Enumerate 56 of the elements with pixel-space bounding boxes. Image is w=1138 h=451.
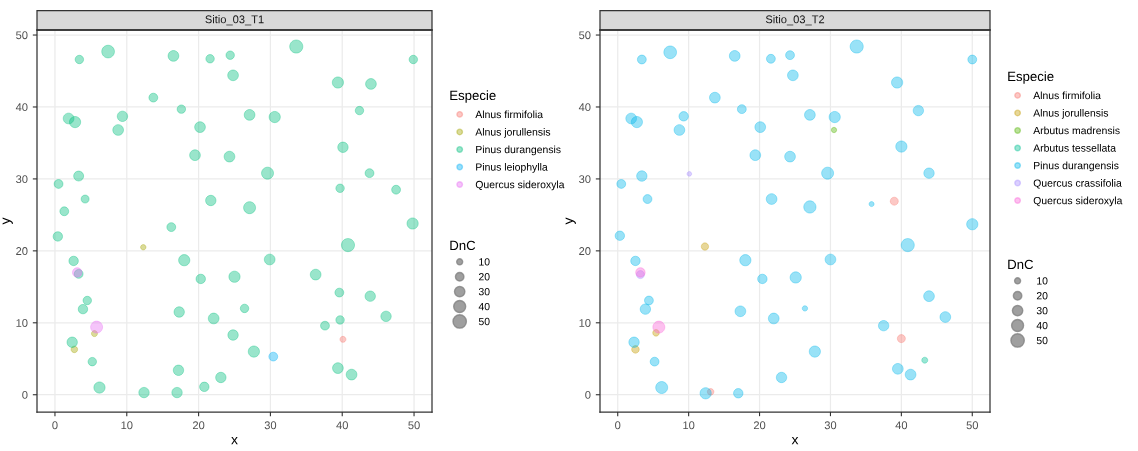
x-tick-label: 50 <box>966 421 979 430</box>
legend-title: Especie <box>450 90 496 103</box>
legend-label: 40 <box>478 302 490 311</box>
legend-label: 30 <box>478 288 490 296</box>
legend-label: Alnus firmifolia <box>475 110 544 119</box>
y-axis-title: y <box>565 217 576 225</box>
legend-label: Pinus durangensis <box>476 145 561 156</box>
y-axis-title: y <box>2 217 13 225</box>
x-axis-title: x <box>791 436 799 445</box>
x-tick-label: 40 <box>336 421 348 430</box>
legend-label: 10 <box>479 258 490 266</box>
x-tick-label: 10 <box>121 421 133 430</box>
x-tick-label: 0 <box>615 421 621 430</box>
y-tick-label: 50 <box>579 31 591 40</box>
legend-label: 10 <box>1037 277 1048 285</box>
x-tick-label: 50 <box>408 421 420 430</box>
legend-label: Alnus jorullensis <box>1033 109 1109 119</box>
x-tick-label: 30 <box>264 421 277 430</box>
legend-label: 50 <box>478 317 490 326</box>
y-tick-label: 50 <box>16 31 28 40</box>
y-tick-label: 0 <box>22 391 28 399</box>
x-axis-title: x <box>231 436 238 445</box>
x-tick-label: 20 <box>192 421 205 430</box>
y-tick-label: 20 <box>579 247 591 255</box>
x-tick-label: 30 <box>824 421 837 430</box>
x-tick-label: 10 <box>683 421 695 430</box>
text: DnC <box>450 240 476 251</box>
legend-label: Arbutus tessellata <box>1033 144 1117 152</box>
legend-label: 20 <box>478 273 490 281</box>
y-tick-label: 40 <box>15 103 28 112</box>
y-tick-label: 20 <box>16 247 28 255</box>
legend-title: Especie <box>1008 71 1054 84</box>
y-tick-label: 10 <box>579 319 591 327</box>
legend-label: Pinus durangensis <box>1034 161 1119 172</box>
legend-label: Arbutus madrensis <box>1033 126 1120 135</box>
legend-label: 50 <box>1036 336 1048 345</box>
legend-label: 20 <box>1036 292 1048 300</box>
legend-label: Quercus sideroxyla <box>1033 196 1123 207</box>
y-tick-label: 30 <box>16 175 28 184</box>
legend-label: Quercus crassifolia <box>1033 179 1122 189</box>
x-tick-label: 40 <box>895 421 908 430</box>
text: DnC <box>1008 259 1034 270</box>
legend-label: Pinus leiophylla <box>476 163 548 173</box>
y-tick-label: 10 <box>16 319 28 327</box>
y-tick-label: 40 <box>578 103 591 112</box>
legend-label: Quercus sideroxyla <box>475 180 565 191</box>
x-tick-label: 0 <box>52 421 58 430</box>
legend-label: 40 <box>1036 321 1048 330</box>
legend-label: Alnus firmifolia <box>1033 91 1101 100</box>
legend-label: 30 <box>1036 307 1048 315</box>
y-tick-label: 0 <box>585 391 591 399</box>
x-tick-label: 20 <box>753 421 766 430</box>
chart-title: Sitio_03_T1 <box>205 15 264 26</box>
y-tick-label: 30 <box>579 175 591 184</box>
chart-title: Sitio_03_T2 <box>765 15 825 26</box>
legend-label: Alnus jorullensis <box>475 128 551 138</box>
